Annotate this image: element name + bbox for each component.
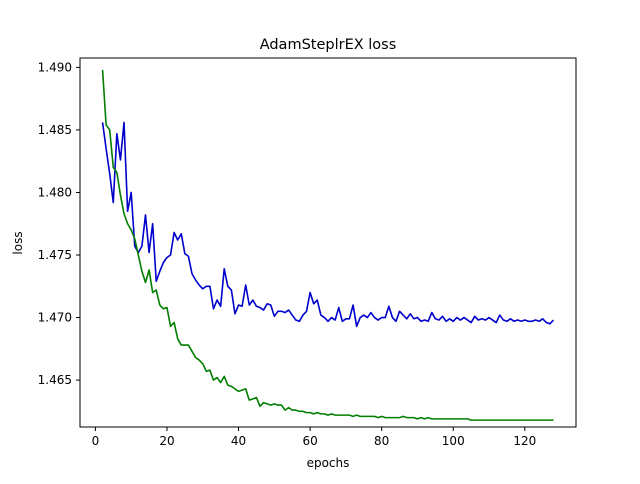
y-tick-label: 1.465 — [38, 373, 72, 387]
x-axis: 0 20 40 60 80 100 120 — [92, 427, 536, 448]
x-tick-label: 80 — [374, 434, 389, 448]
series-line-2 — [101, 69, 554, 421]
series-line-1 — [101, 121, 555, 328]
axes-frame — [79, 57, 577, 428]
y-tick-label: 1.475 — [38, 248, 72, 262]
plot-area — [79, 57, 577, 428]
chart-title: AdamSteplrEX loss — [260, 37, 397, 53]
series-layer — [101, 69, 555, 421]
y-axis-label: loss — [11, 231, 25, 254]
y-tick-label: 1.485 — [38, 123, 72, 137]
x-tick-label: 0 — [92, 434, 100, 448]
x-tick-label: 100 — [442, 434, 465, 448]
y-tick-label: 1.490 — [38, 60, 72, 74]
x-tick-label: 60 — [302, 434, 317, 448]
y-tick-label: 1.480 — [38, 185, 72, 199]
y-axis: 1.465 1.470 1.475 1.480 1.485 1.490 — [38, 60, 80, 387]
x-tick-label: 120 — [513, 434, 536, 448]
x-axis-label: epochs — [307, 456, 350, 470]
x-tick-label: 20 — [159, 434, 174, 448]
x-tick-label: 40 — [231, 434, 246, 448]
y-tick-label: 1.470 — [38, 311, 72, 325]
